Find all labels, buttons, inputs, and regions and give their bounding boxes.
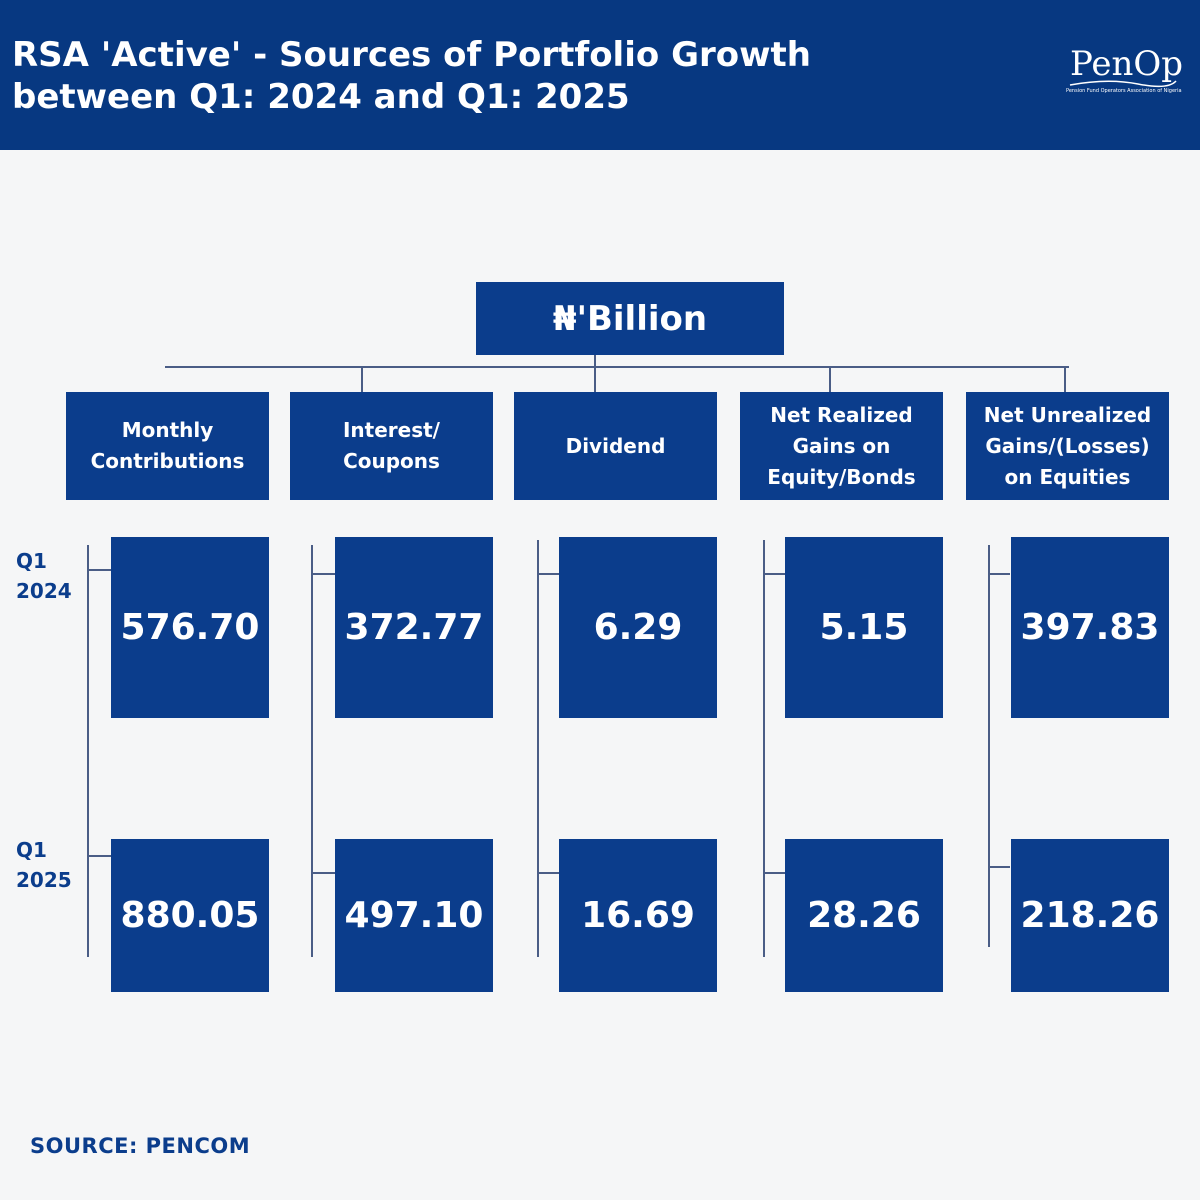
category-label-line: Coupons — [343, 449, 440, 473]
connector-stem — [594, 355, 596, 367]
penop-logo: PenOp Pension Fund Operators Association… — [1060, 44, 1190, 104]
row-label-line: 2024 — [16, 579, 72, 603]
category-dividend: Dividend — [514, 392, 717, 500]
value-dividend-q1-2025: 16.69 — [559, 839, 717, 992]
bracket-tick-2a — [311, 573, 335, 575]
category-monthly-contributions: Monthly Contributions — [66, 392, 269, 500]
connector-drop-2 — [361, 366, 363, 392]
category-label-line: Gains/(Losses) — [985, 433, 1150, 458]
title-line-1: RSA 'Active' - Sources of Portfolio Grow… — [12, 35, 811, 75]
bracket-tick-3a — [537, 573, 559, 575]
value-net-unrealized-q1-2025: 218.26 — [1011, 839, 1169, 992]
connector-drop-4 — [829, 366, 831, 392]
category-label-line: Net Realized — [770, 402, 913, 427]
row-label-q1-2025: Q1 2025 — [16, 835, 86, 895]
value-net-realized-q1-2024: 5.15 — [785, 537, 943, 718]
row-label-line: Q1 — [16, 549, 47, 573]
connector-drop-3 — [594, 366, 596, 392]
value-monthly-contributions-q1-2025: 880.05 — [111, 839, 269, 992]
category-label-line: Contributions — [90, 449, 245, 473]
row-label-line: Q1 — [16, 838, 47, 862]
unit-label-box: ₦'Billion — [476, 282, 784, 355]
bracket-tick-5a — [988, 573, 1010, 575]
row-label-q1-2024: Q1 2024 — [16, 546, 86, 606]
category-net-realized-gains: Net Realized Gains on Equity/Bonds — [740, 392, 943, 500]
logo-swoosh-icon — [1069, 80, 1177, 88]
value-dividend-q1-2024: 6.29 — [559, 537, 717, 718]
category-label-line: Monthly — [121, 418, 214, 442]
bracket-vertical-5 — [988, 545, 990, 947]
connector-drop-5 — [1064, 366, 1066, 392]
bracket-tick-5b — [988, 866, 1010, 868]
header-banner: RSA 'Active' - Sources of Portfolio Grow… — [0, 0, 1200, 150]
value-interest-coupons-q1-2025: 497.10 — [335, 839, 493, 992]
bracket-vertical-4 — [763, 540, 765, 957]
bracket-tick-4a — [763, 573, 785, 575]
bracket-tick-1b — [87, 855, 111, 857]
title-line-2: between Q1: 2024 and Q1: 2025 — [12, 77, 630, 117]
bracket-tick-2b — [311, 872, 335, 874]
value-interest-coupons-q1-2024: 372.77 — [335, 537, 493, 718]
source-note: SOURCE: PENCOM — [30, 1134, 251, 1158]
category-label-line: on Equities — [1004, 464, 1131, 489]
bracket-vertical-2 — [311, 545, 313, 957]
category-interest-coupons: Interest/Coupons — [290, 392, 493, 500]
category-label-line: Dividend — [565, 433, 666, 458]
bracket-vertical-1 — [87, 545, 89, 957]
category-net-unrealized-gains: Net Unrealized Gains/(Losses) on Equities — [966, 392, 1169, 500]
value-net-unrealized-q1-2024: 397.83 — [1011, 537, 1169, 718]
row-label-line: 2025 — [16, 868, 72, 892]
category-label-line: Interest/ — [342, 418, 440, 442]
connector-horizontal — [165, 366, 1069, 368]
bracket-tick-1a — [87, 569, 111, 571]
value-monthly-contributions-q1-2024: 576.70 — [111, 537, 269, 718]
category-label-line: Gains on — [792, 433, 891, 458]
bracket-vertical-3 — [537, 540, 539, 957]
bracket-tick-3b — [537, 872, 559, 874]
page-title: RSA 'Active' - Sources of Portfolio Grow… — [12, 34, 912, 118]
logo-wordmark: PenOp — [1070, 44, 1184, 84]
category-label-line: Equity/Bonds — [767, 464, 916, 489]
category-label-line: Net Unrealized — [983, 402, 1152, 427]
value-net-realized-q1-2025: 28.26 — [785, 839, 943, 992]
logo-tagline: Pension Fund Operators Association of Ni… — [1066, 88, 1182, 94]
bracket-tick-4b — [763, 872, 785, 874]
